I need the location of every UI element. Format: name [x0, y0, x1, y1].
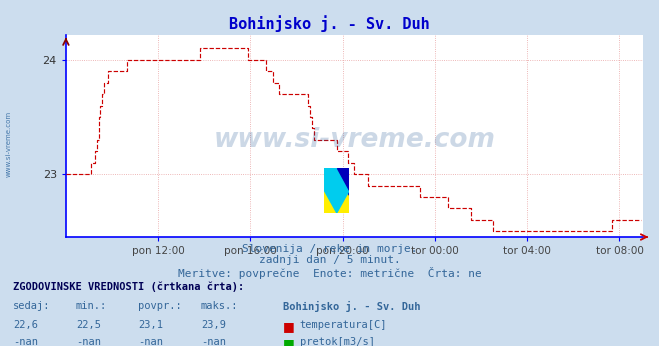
Text: ■: ■	[283, 320, 295, 333]
Polygon shape	[324, 168, 349, 213]
Polygon shape	[324, 168, 349, 213]
Text: pretok[m3/s]: pretok[m3/s]	[300, 337, 375, 346]
Text: www.si-vreme.com: www.si-vreme.com	[214, 127, 495, 153]
Polygon shape	[337, 168, 349, 190]
Text: maks.:: maks.:	[201, 301, 239, 311]
Text: temperatura[C]: temperatura[C]	[300, 320, 387, 330]
Text: min.:: min.:	[76, 301, 107, 311]
Text: -nan: -nan	[76, 337, 101, 346]
Polygon shape	[334, 168, 349, 195]
Text: Meritve: povprečne  Enote: metrične  Črta: ne: Meritve: povprečne Enote: metrične Črta:…	[178, 267, 481, 279]
Text: 22,6: 22,6	[13, 320, 38, 330]
Text: ZGODOVINSKE VREDNOSTI (črtkana črta):: ZGODOVINSKE VREDNOSTI (črtkana črta):	[13, 282, 244, 292]
Text: -nan: -nan	[138, 337, 163, 346]
Text: zadnji dan / 5 minut.: zadnji dan / 5 minut.	[258, 255, 401, 265]
Text: www.si-vreme.com: www.si-vreme.com	[5, 110, 12, 177]
Text: sedaj:: sedaj:	[13, 301, 51, 311]
Text: -nan: -nan	[201, 337, 226, 346]
Text: -nan: -nan	[13, 337, 38, 346]
Text: Slovenija / reke in morje.: Slovenija / reke in morje.	[242, 244, 417, 254]
Text: povpr.:: povpr.:	[138, 301, 182, 311]
Text: Bohinjsko j. - Sv. Duh: Bohinjsko j. - Sv. Duh	[283, 301, 421, 312]
Text: Bohinjsko j. - Sv. Duh: Bohinjsko j. - Sv. Duh	[229, 16, 430, 33]
Text: 22,5: 22,5	[76, 320, 101, 330]
Text: 23,9: 23,9	[201, 320, 226, 330]
Text: 23,1: 23,1	[138, 320, 163, 330]
Text: ■: ■	[283, 337, 295, 346]
